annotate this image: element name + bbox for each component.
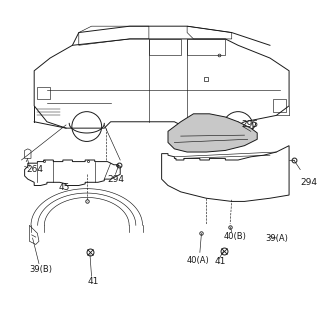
Text: 40(B): 40(B) [223,232,246,241]
Text: 41: 41 [215,258,226,267]
Text: 45: 45 [59,183,70,192]
Text: 40(A): 40(A) [187,256,210,265]
Text: 294: 294 [300,178,317,187]
Text: 264: 264 [26,165,43,174]
Text: 39(A): 39(A) [265,234,288,243]
Polygon shape [168,114,257,152]
Text: 39(B): 39(B) [29,265,52,275]
Text: 295: 295 [241,120,258,130]
Text: 294: 294 [107,175,124,184]
Text: 41: 41 [87,276,99,285]
